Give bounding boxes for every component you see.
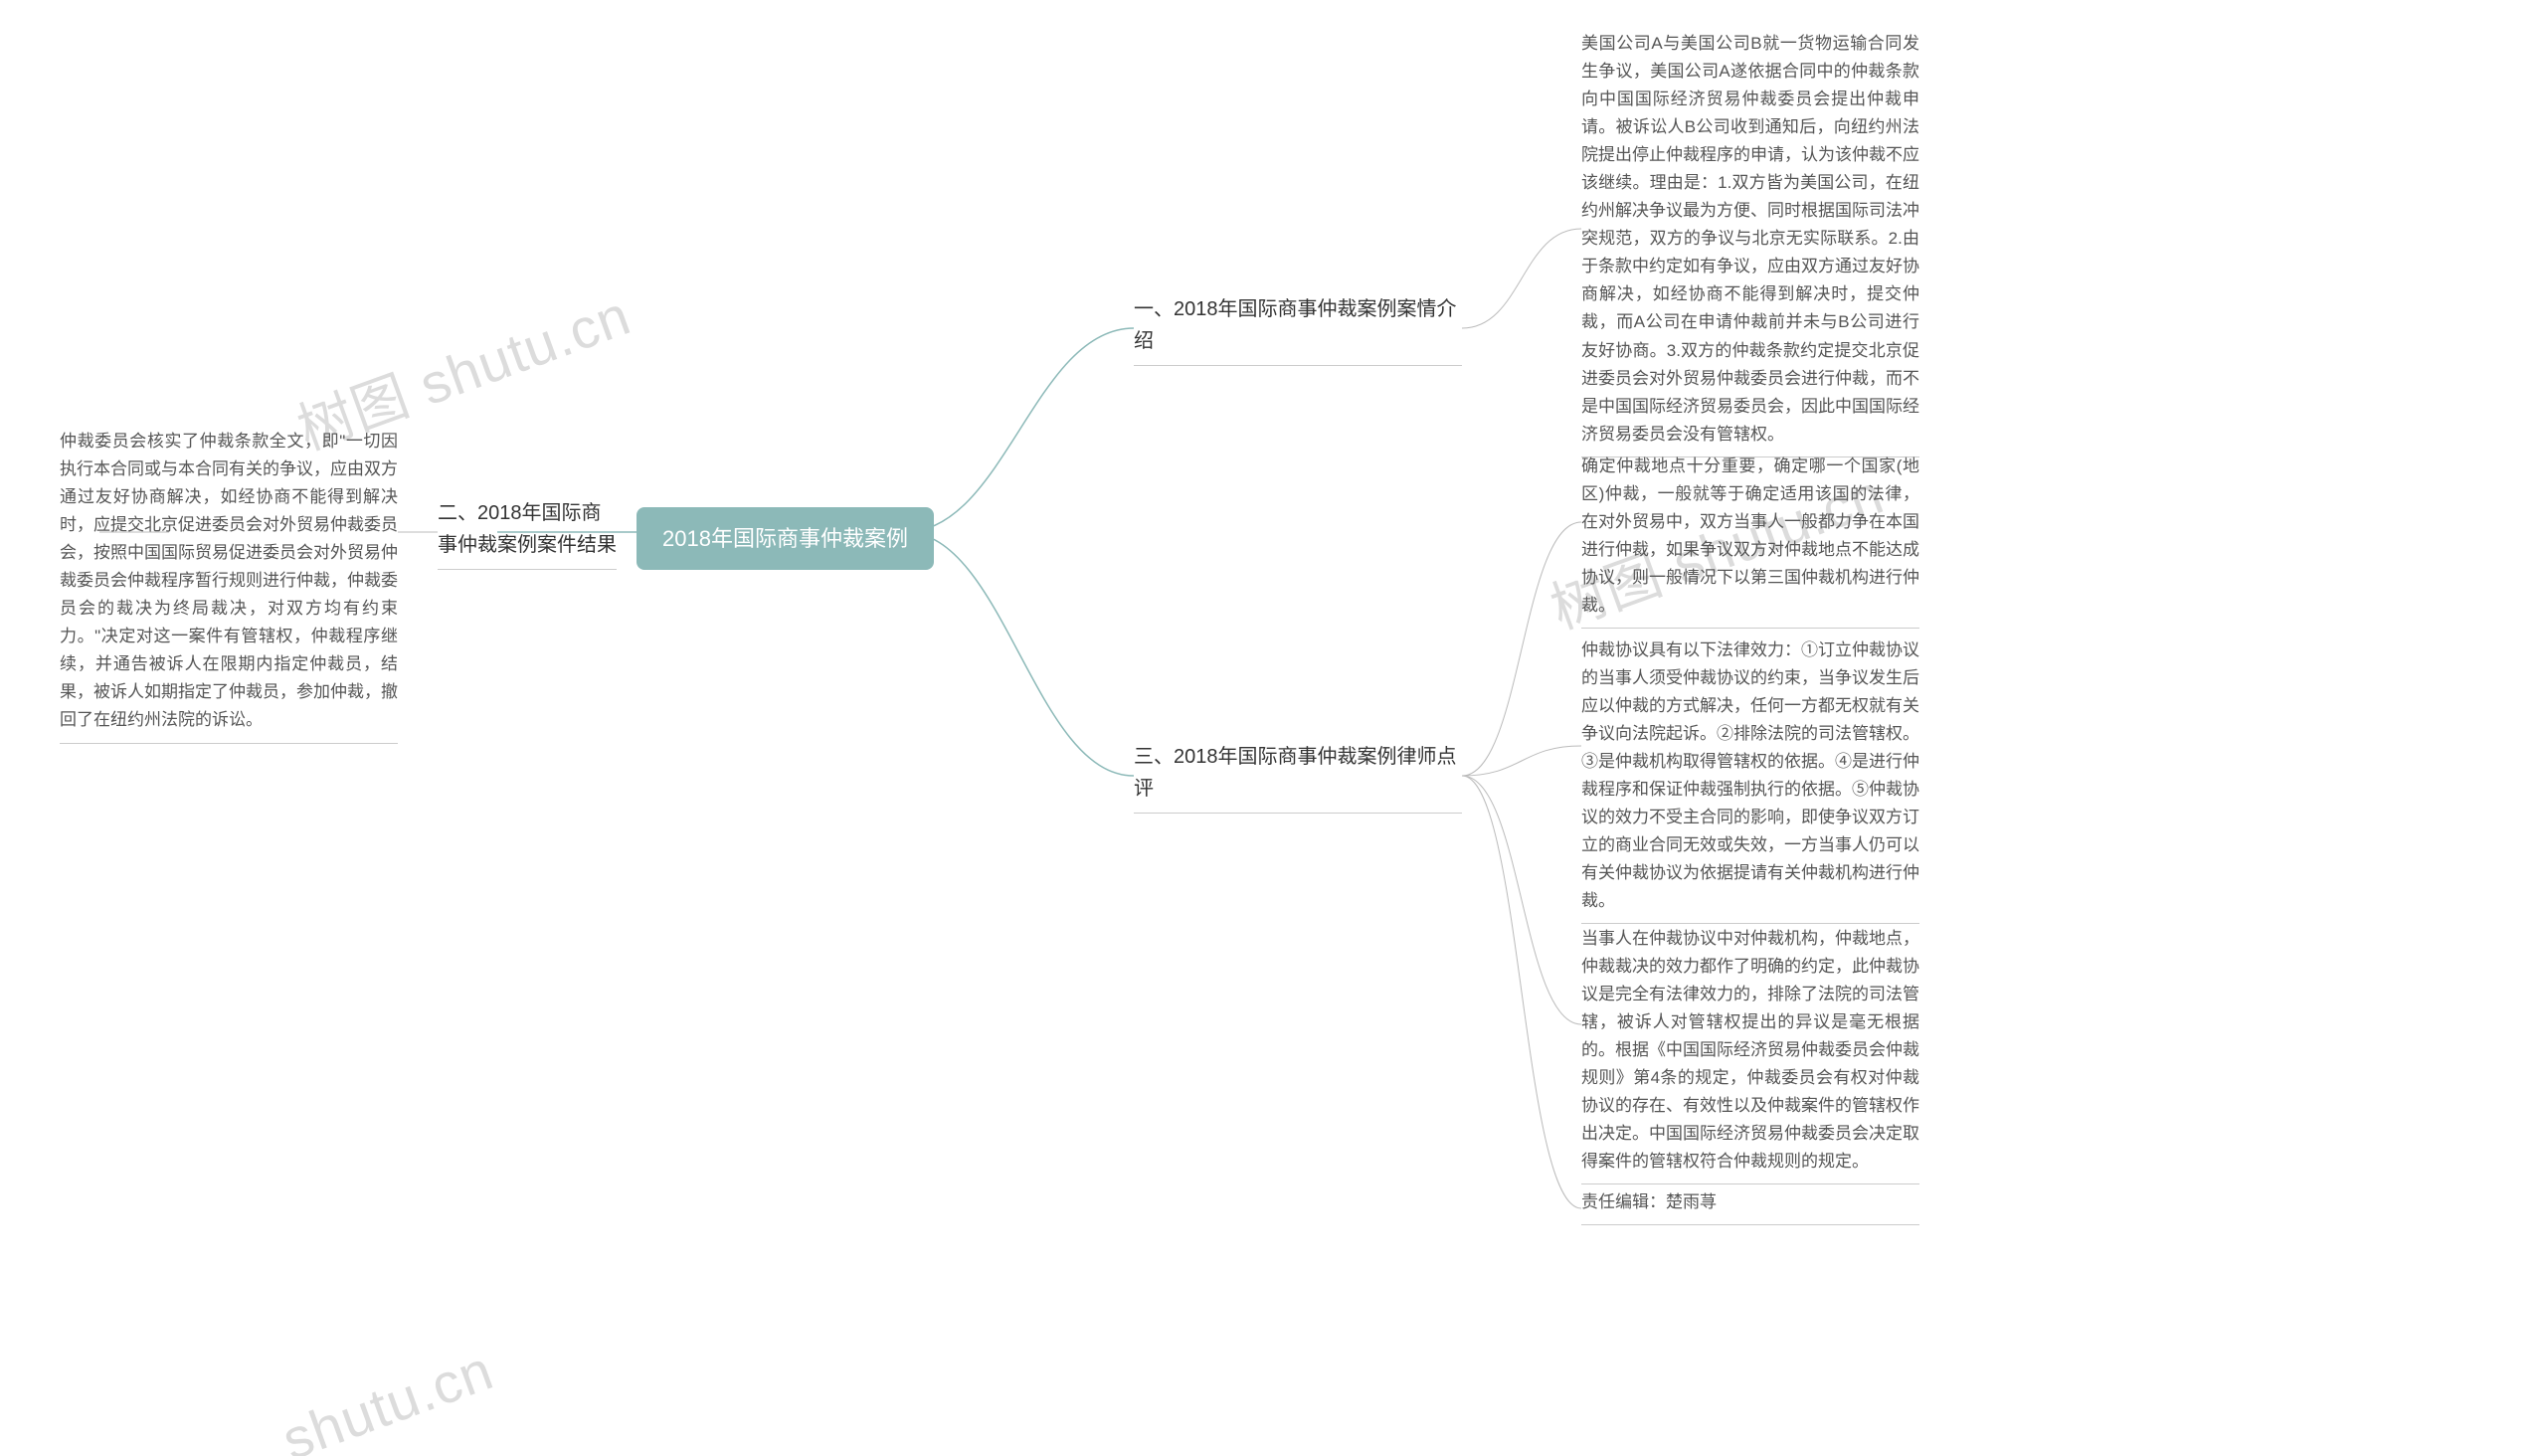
leaf-comment-1: 确定仲裁地点十分重要，确定哪一个国家(地区)仲裁，一般就等于确定适用该国的法律，… [1581, 453, 1919, 629]
center-node: 2018年国际商事仲裁案例 [636, 507, 934, 570]
watermark: shutu.cn [274, 1337, 502, 1456]
leaf-comment-3: 当事人在仲裁协议中对仲裁机构，仲裁地点，仲裁裁决的效力都作了明确的约定，此仲裁协… [1581, 925, 1919, 1184]
leaf-editor: 责任编辑：楚雨荨 [1581, 1188, 1919, 1225]
leaf-result-text: 仲裁委员会核实了仲裁条款全文，即"一切因执行本合同或与本合同有关的争议，应由双方… [60, 428, 398, 744]
leaf-intro-text: 美国公司A与美国公司B就一货物运输合同发生争议，美国公司A遂依据合同中的仲裁条款… [1581, 30, 1919, 457]
branch-intro: 一、2018年国际商事仲裁案例案情介绍 [1134, 293, 1462, 366]
branch-result: 二、2018年国际商事仲裁案例案件结果 [438, 497, 617, 570]
branch-lawyer-comment: 三、2018年国际商事仲裁案例律师点评 [1134, 741, 1462, 814]
leaf-comment-2: 仲裁协议具有以下法律效力：①订立仲裁协议的当事人须受仲裁协议的约束，当争议发生后… [1581, 637, 1919, 924]
